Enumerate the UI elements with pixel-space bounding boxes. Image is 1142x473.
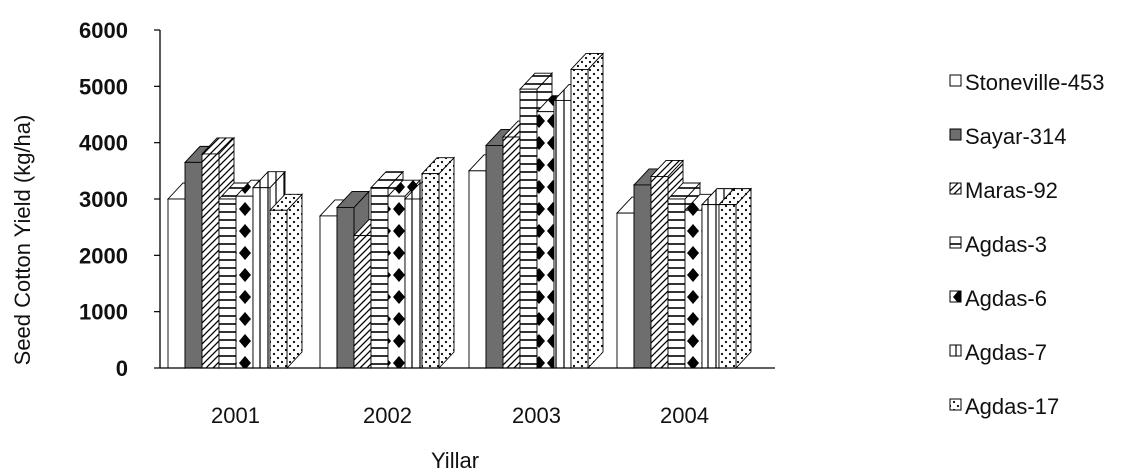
legend-swatch <box>949 344 962 357</box>
x-tick-label: 2002 <box>363 403 412 428</box>
x-tick-label: 2003 <box>512 403 561 428</box>
y-tick-label: 1000 <box>79 300 128 325</box>
y-ticks: 0 1000 2000 3000 4000 5000 6000 <box>79 18 160 381</box>
legend-swatch <box>949 236 962 249</box>
y-tick-label: 3000 <box>79 187 128 212</box>
bar <box>268 193 304 370</box>
legend-label: Agdas-17 <box>965 394 1059 419</box>
legend-label: Agdas-7 <box>965 340 1047 365</box>
legend-swatch <box>949 182 962 195</box>
bar <box>717 187 753 370</box>
legend-swatch <box>949 290 962 303</box>
y-tick-label: 4000 <box>79 131 128 156</box>
y-tick-label: 0 <box>116 356 128 381</box>
x-tick-label: 2004 <box>660 403 709 428</box>
y-tick-label: 2000 <box>79 243 128 268</box>
bar <box>569 52 605 370</box>
x-categories: 2001 2002 2003 2004 <box>211 403 709 428</box>
legend-label: Sayar-314 <box>965 124 1067 149</box>
bar <box>420 156 456 370</box>
y-tick-label: 5000 <box>79 74 128 99</box>
legend-label: Maras-92 <box>965 178 1058 203</box>
y-axis-label: Seed Cotton Yield (kg/ha) <box>10 115 35 366</box>
legend-swatch <box>949 398 962 411</box>
bars-group <box>166 52 753 370</box>
legend-label: Agdas-3 <box>965 232 1047 257</box>
legend-label: Agdas-6 <box>965 286 1047 311</box>
legend-label: Stoneville-453 <box>965 70 1104 95</box>
legend: Stoneville-453 Sayar-314 Maras-92 Agdas-3 Ag… <box>949 70 1104 419</box>
y-tick-label: 6000 <box>79 18 128 43</box>
legend-swatch <box>949 128 962 141</box>
x-axis-label: Yillar <box>431 448 479 473</box>
x-tick-label: 2001 <box>211 403 260 428</box>
legend-swatch <box>949 74 962 87</box>
